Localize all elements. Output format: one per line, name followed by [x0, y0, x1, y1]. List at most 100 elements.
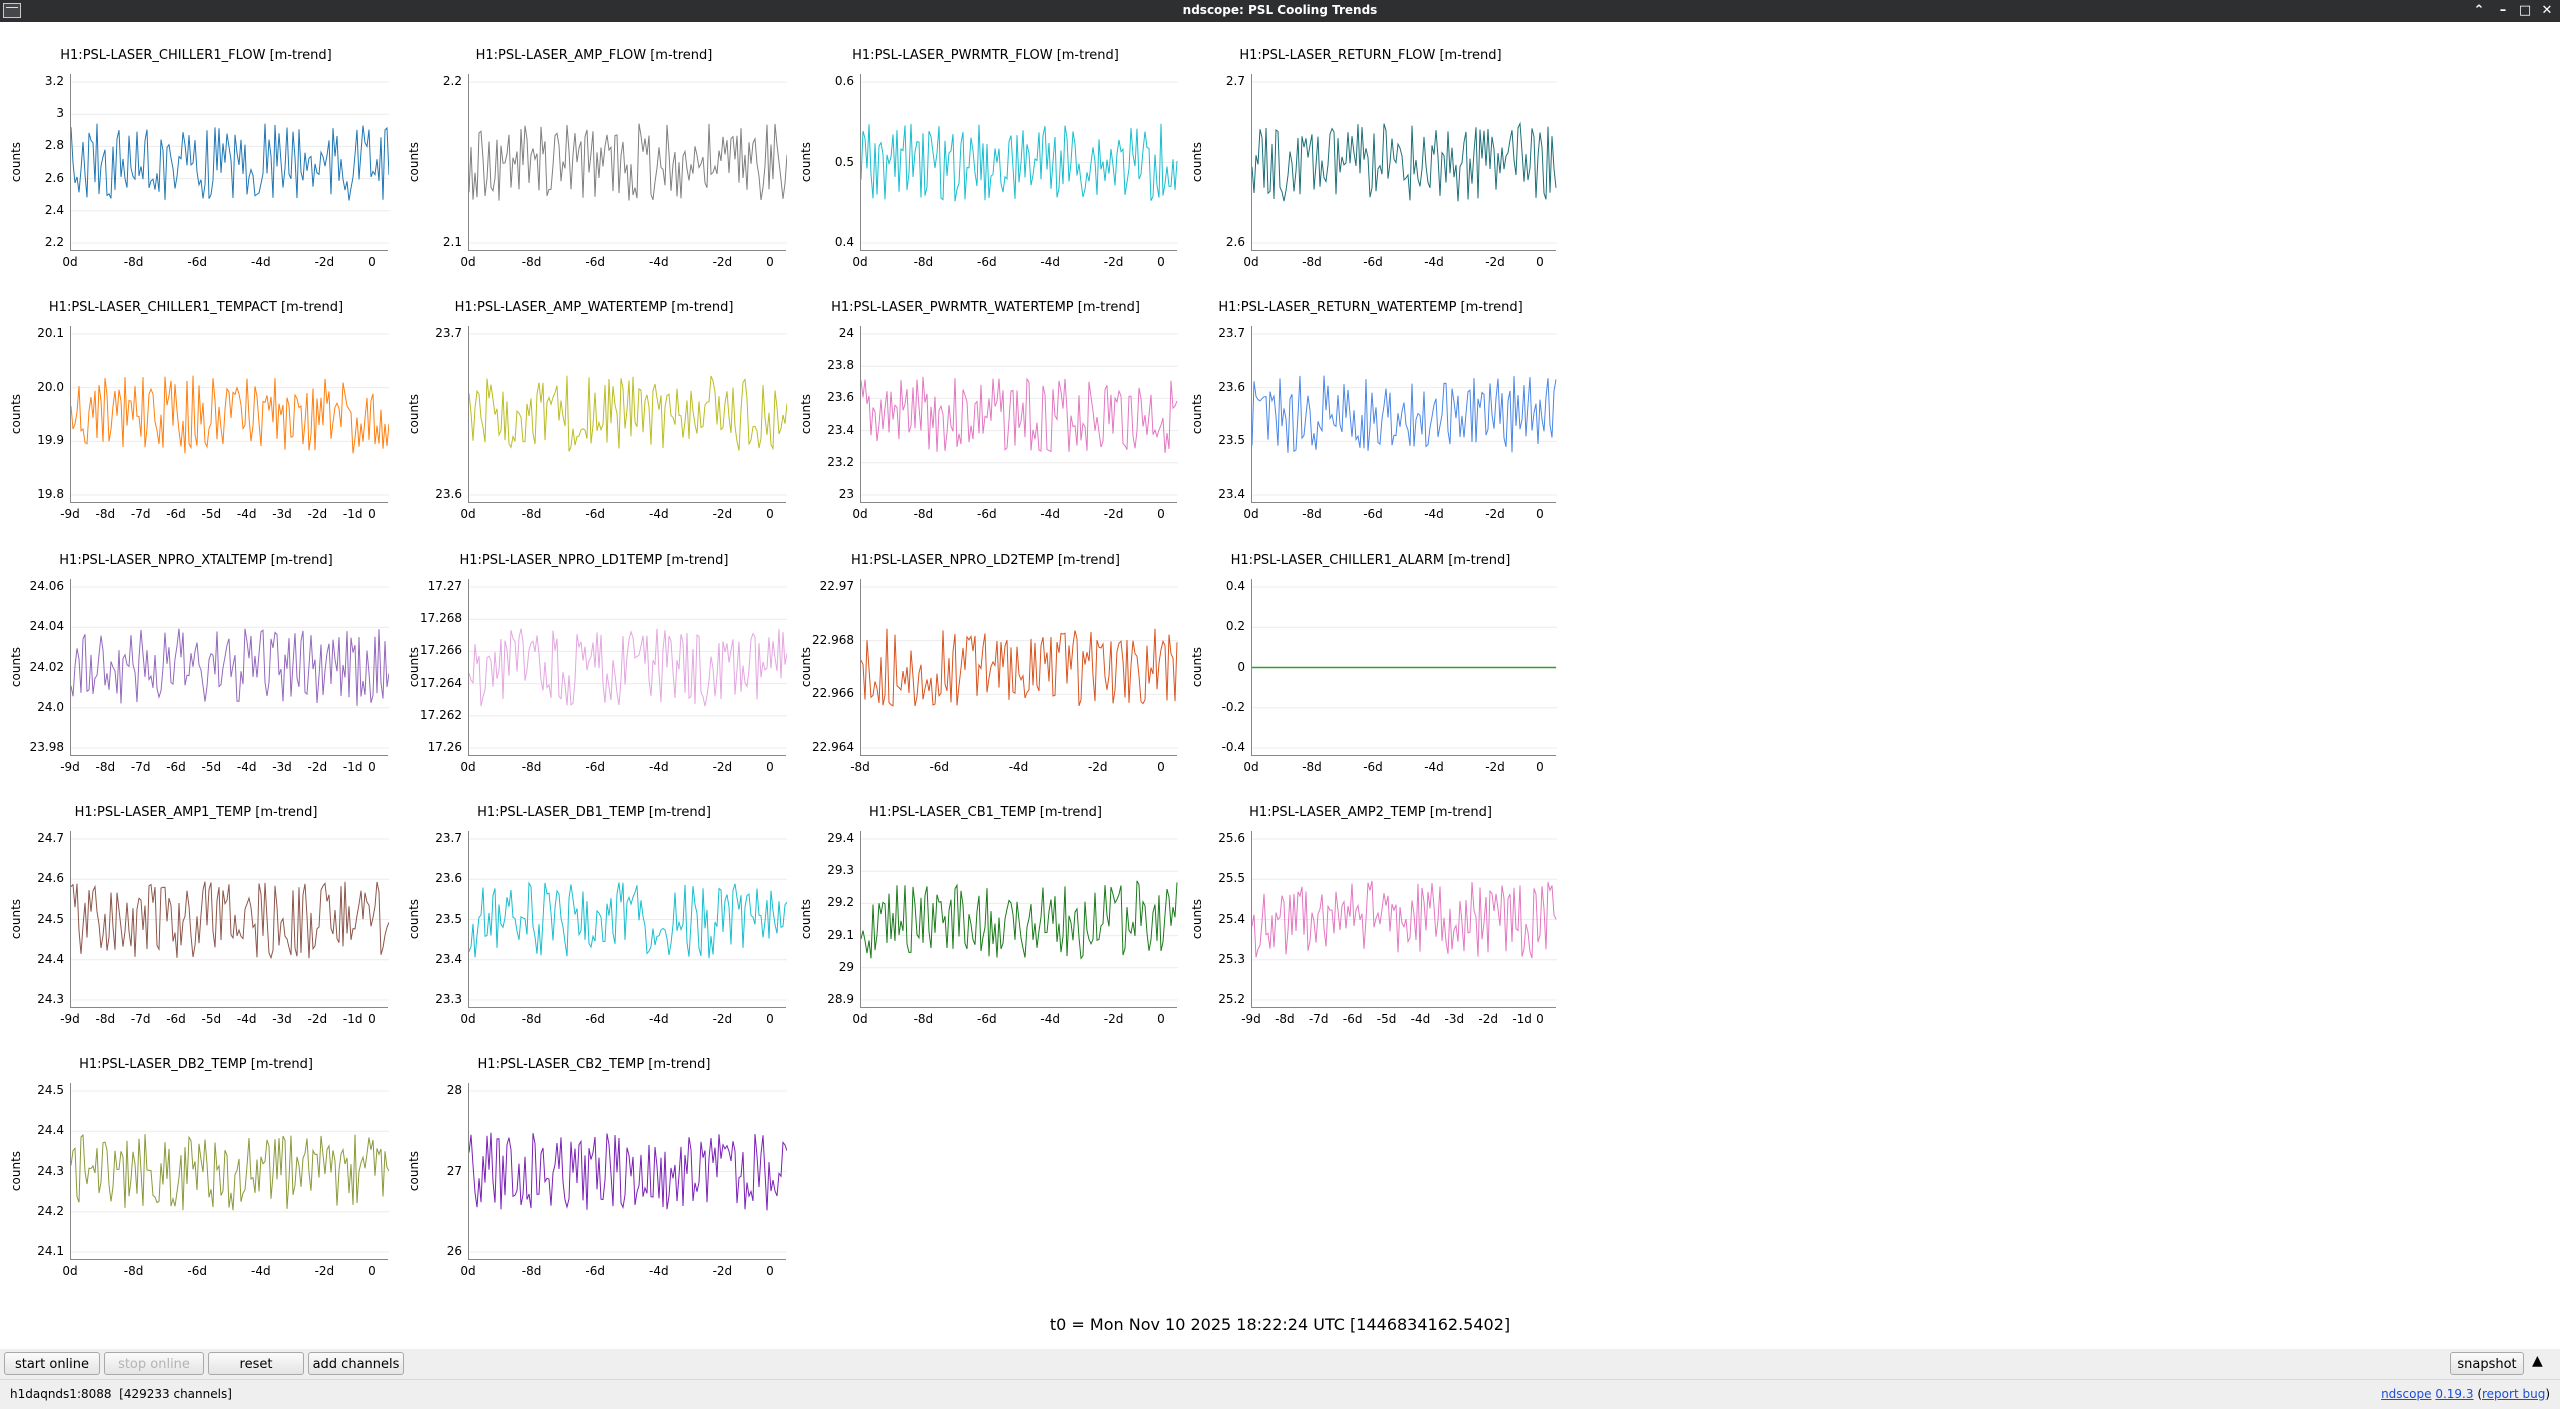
- x-tick-label: -6d: [585, 507, 605, 521]
- x-tick-label: 0: [368, 1264, 376, 1278]
- trend-plot[interactable]: H1:PSL-LASER_DB2_TEMP [m-trend] counts 24.…: [0, 1057, 392, 1309]
- plot-area[interactable]: [468, 74, 787, 251]
- plot-area[interactable]: [468, 579, 787, 756]
- trend-plot[interactable]: H1:PSL-LASER_AMP1_TEMP [m-trend] counts 24…: [0, 805, 392, 1057]
- y-tick-label: 24.4: [37, 1123, 64, 1138]
- x-tick-label: -9d: [60, 760, 80, 774]
- trend-plot[interactable]: H1:PSL-LASER_DB1_TEMP [m-trend] counts 23.…: [398, 805, 790, 1057]
- plot-area[interactable]: [1251, 326, 1557, 503]
- version-link[interactable]: 0.19.3: [2435, 1387, 2474, 1401]
- plot-area[interactable]: [1251, 74, 1557, 251]
- x-tick-label: 0d: [852, 1012, 868, 1026]
- plot-title: H1:PSL-LASER_CB1_TEMP [m-trend]: [869, 805, 1102, 820]
- plot-area[interactable]: [70, 579, 389, 756]
- y-tick-label: 2.6: [1225, 235, 1245, 249]
- trend-trace: [861, 586, 1178, 749]
- add-channels-button[interactable]: add channels: [308, 1352, 404, 1375]
- close-icon[interactable]: ✕: [2541, 3, 2553, 18]
- y-tick-label: 25.3: [1218, 951, 1245, 966]
- trend-plot[interactable]: H1:PSL-LASER_CB1_TEMP [m-trend] counts 29.…: [790, 805, 1181, 1057]
- start-online-button[interactable]: start online: [4, 1352, 100, 1375]
- trend-plot[interactable]: H1:PSL-LASER_CHILLER1_FLOW [m-trend] coun…: [0, 48, 392, 300]
- x-tick-label: -2d: [1103, 255, 1124, 269]
- y-tick-label: 19.8: [37, 487, 64, 501]
- y-tick-label: 24.5: [37, 1083, 64, 1097]
- plot-area[interactable]: [468, 1083, 787, 1260]
- x-tick-label: -2d: [307, 507, 328, 521]
- plot-title: H1:PSL-LASER_RETURN_WATERTEMP [m-trend]: [1218, 300, 1523, 315]
- plot-area[interactable]: [860, 831, 1178, 1008]
- x-tick-label: -6d: [585, 1012, 605, 1026]
- plot-area[interactable]: [70, 1083, 389, 1260]
- y-axis-label: counts: [1190, 393, 1204, 434]
- plot-title: H1:PSL-LASER_AMP1_TEMP [m-trend]: [74, 805, 318, 820]
- chevron-up-icon[interactable]: ⌃: [2473, 3, 2485, 18]
- trend-plot[interactable]: H1:PSL-LASER_AMP_WATERTEMP [m-trend] coun…: [398, 300, 790, 552]
- x-tick-label: -1d: [342, 507, 363, 521]
- x-tick-label: -7d: [1308, 1012, 1329, 1026]
- trace-line: [469, 123, 787, 201]
- trend-plot[interactable]: H1:PSL-LASER_AMP2_TEMP [m-trend] counts 25…: [1181, 805, 1560, 1057]
- trace-line: [71, 123, 389, 201]
- y-axis-label: counts: [407, 393, 421, 434]
- stop-online-button[interactable]: stop online: [104, 1352, 204, 1375]
- plot-area[interactable]: [1251, 579, 1557, 756]
- y-tick-label: 27: [446, 1163, 462, 1178]
- x-tick-label: -4d: [649, 1012, 669, 1026]
- snapshot-button[interactable]: snapshot: [2450, 1352, 2524, 1375]
- plot-area[interactable]: [1251, 831, 1557, 1008]
- trend-plot[interactable]: H1:PSL-LASER_RETURN_FLOW [m-trend] counts…: [1181, 48, 1560, 300]
- plot-area[interactable]: [70, 326, 389, 503]
- y-tick-label: 17.26: [427, 740, 462, 754]
- trend-plot[interactable]: H1:PSL-LASER_RETURN_WATERTEMP [m-trend] c…: [1181, 300, 1560, 552]
- y-tick-label: 23.5: [1218, 433, 1245, 448]
- plot-area[interactable]: [860, 579, 1178, 756]
- y-tick-label: -0.4: [1221, 740, 1245, 754]
- x-tick-label: 0d: [1243, 255, 1259, 269]
- plot-title: H1:PSL-LASER_NPRO_LD2TEMP [m-trend]: [851, 553, 1120, 568]
- x-tick-label: -4d: [251, 255, 271, 269]
- trend-plot[interactable]: H1:PSL-LASER_NPRO_XTALTEMP [m-trend] coun…: [0, 553, 392, 805]
- plot-title: H1:PSL-LASER_CHILLER1_TEMPACT [m-trend]: [48, 300, 344, 315]
- maximize-icon[interactable]: □: [2518, 3, 2532, 18]
- x-tick-label: -1d: [342, 1012, 363, 1026]
- plot-area[interactable]: [468, 326, 787, 503]
- x-tick-label: -2d: [314, 255, 335, 269]
- y-tick-label: 23.3: [435, 992, 462, 1006]
- plot-title: H1:PSL-LASER_CB2_TEMP [m-trend]: [477, 1057, 711, 1072]
- t0-label: t0 = Mon Nov 10 2025 18:22:24 UTC [14468…: [1049, 1315, 1511, 1334]
- ndscope-link[interactable]: ndscope: [2381, 1387, 2432, 1401]
- trend-plot[interactable]: H1:PSL-LASER_CHILLER1_TEMPACT [m-trend] c…: [0, 300, 392, 552]
- x-tick-label: -6d: [585, 255, 605, 269]
- y-axis-label: counts: [9, 393, 23, 434]
- x-tick-label: -6d: [977, 255, 997, 269]
- minimize-icon[interactable]: –: [2499, 3, 2507, 18]
- x-tick-label: -6d: [187, 1264, 207, 1278]
- trend-plot[interactable]: H1:PSL-LASER_PWRMTR_FLOW [m-trend] counts…: [790, 48, 1181, 300]
- trend-plot[interactable]: H1:PSL-LASER_CB2_TEMP [m-trend] counts 28 2…: [398, 1057, 790, 1309]
- plot-area[interactable]: [70, 74, 389, 251]
- trend-plot[interactable]: H1:PSL-LASER_PWRMTR_WATERTEMP [m-trend] c…: [790, 300, 1181, 552]
- collapse-up-icon[interactable]: ▲: [2532, 1353, 2543, 1369]
- app-menu-icon[interactable]: [3, 3, 21, 18]
- plot-title: H1:PSL-LASER_DB1_TEMP [m-trend]: [477, 805, 711, 820]
- x-tick-label: -6d: [166, 507, 186, 521]
- trace-line: [1252, 121, 1557, 202]
- plot-area[interactable]: [70, 831, 389, 1008]
- trend-plot[interactable]: H1:PSL-LASER_CHILLER1_ALARM [m-trend] cou…: [1181, 553, 1560, 805]
- x-tick-label: -6d: [1363, 507, 1383, 521]
- y-tick-label: 23.4: [1218, 487, 1245, 501]
- x-tick-label: -6d: [1363, 760, 1383, 774]
- trend-plot[interactable]: H1:PSL-LASER_NPRO_LD1TEMP [m-trend] count…: [398, 553, 790, 805]
- report-bug-link[interactable]: report bug: [2482, 1387, 2546, 1401]
- x-tick-label: -3d: [272, 507, 292, 521]
- plot-area[interactable]: [468, 831, 787, 1008]
- reset-button[interactable]: reset: [208, 1352, 304, 1375]
- trace-line: [861, 880, 1178, 960]
- plot-area[interactable]: [860, 326, 1178, 503]
- x-tick-label: 0: [766, 1264, 774, 1278]
- plot-area[interactable]: [860, 74, 1178, 251]
- x-tick-label: -2d: [712, 255, 733, 269]
- trend-plot[interactable]: H1:PSL-LASER_NPRO_LD2TEMP [m-trend] count…: [790, 553, 1181, 805]
- trend-plot[interactable]: H1:PSL-LASER_AMP_FLOW [m-trend] counts 2.2…: [398, 48, 790, 300]
